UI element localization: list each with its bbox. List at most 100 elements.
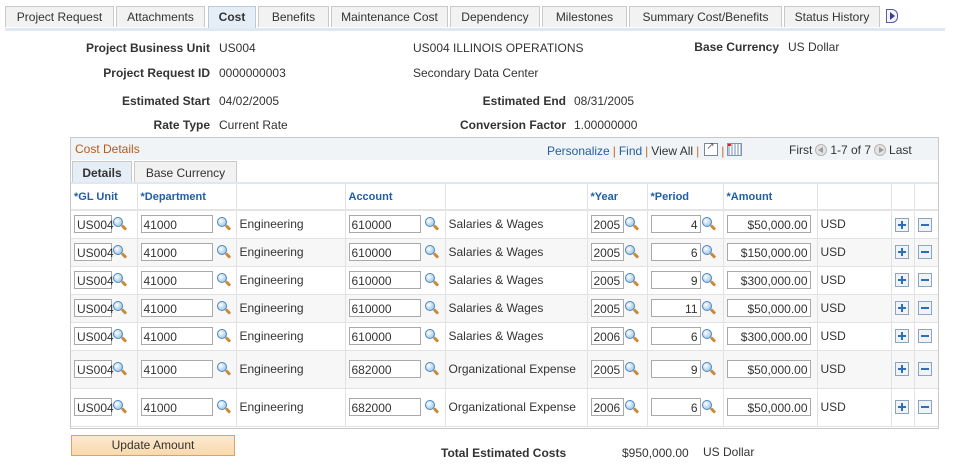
department-lookup-icon[interactable]	[216, 301, 231, 315]
gl-unit-lookup-icon[interactable]	[113, 217, 127, 231]
department-input[interactable]: 41000	[140, 299, 213, 317]
year-input[interactable]: 2005	[590, 299, 624, 317]
tab-benefits[interactable]: Benefits	[258, 6, 329, 27]
gl-unit-input[interactable]: US004	[74, 271, 114, 289]
download-spreadsheet-icon[interactable]	[727, 143, 743, 156]
account-input[interactable]: 682000	[348, 398, 421, 416]
new-window-icon[interactable]	[704, 141, 719, 156]
account-input[interactable]: 682000	[348, 360, 421, 378]
period-lookup-icon[interactable]	[701, 329, 716, 343]
tab-summary-cost-benefits[interactable]: Summary Cost/Benefits	[629, 6, 782, 27]
department-input[interactable]: 41000	[140, 360, 213, 378]
add-row-icon[interactable]	[894, 362, 909, 377]
period-input[interactable]: 6	[650, 243, 701, 261]
col-department[interactable]: *Department	[137, 184, 237, 211]
gl-unit-lookup-icon[interactable]	[113, 400, 127, 414]
year-input[interactable]: 2006	[590, 327, 624, 345]
amount-input[interactable]: $150,000.00	[726, 243, 811, 261]
gl-unit-input[interactable]: US004	[74, 215, 114, 234]
account-input[interactable]: 610000	[348, 215, 421, 234]
year-lookup-icon[interactable]	[624, 217, 639, 231]
account-lookup-icon[interactable]	[424, 301, 439, 315]
amount-input[interactable]: $300,000.00	[726, 327, 811, 345]
account-lookup-icon[interactable]	[424, 400, 439, 414]
next-tabs-arrow-icon[interactable]	[886, 9, 898, 23]
year-input[interactable]: 2006	[590, 398, 624, 416]
account-lookup-icon[interactable]	[424, 273, 439, 287]
year-input[interactable]: 2005	[590, 243, 624, 261]
delete-row-icon[interactable]	[917, 329, 932, 344]
subtab-details[interactable]: Details	[72, 161, 132, 183]
gl-unit-lookup-icon[interactable]	[113, 273, 127, 287]
period-input[interactable]: 11	[650, 299, 701, 317]
amount-input[interactable]: $50,000.00	[726, 398, 811, 416]
add-row-icon[interactable]	[894, 273, 909, 288]
account-lookup-icon[interactable]	[424, 329, 439, 343]
add-row-icon[interactable]	[894, 400, 909, 415]
previous-arrow-icon[interactable]	[815, 144, 828, 156]
department-lookup-icon[interactable]	[216, 217, 231, 231]
account-input[interactable]: 610000	[348, 299, 421, 317]
account-lookup-icon[interactable]	[424, 217, 439, 231]
amount-input[interactable]: $50,000.00	[726, 360, 811, 378]
delete-row-icon[interactable]	[917, 245, 932, 260]
gl-unit-lookup-icon[interactable]	[113, 362, 127, 376]
account-input[interactable]: 610000	[348, 243, 421, 261]
col-year[interactable]: *Year	[587, 184, 648, 211]
gl-unit-lookup-icon[interactable]	[113, 301, 127, 315]
col-amount[interactable]: *Amount	[723, 184, 818, 211]
subtab-base-currency[interactable]: Base Currency	[134, 161, 237, 183]
gl-unit-lookup-icon[interactable]	[113, 245, 127, 259]
period-lookup-icon[interactable]	[701, 273, 716, 287]
update-amount-button[interactable]: Update Amount	[71, 435, 235, 456]
year-input[interactable]: 2005	[590, 360, 624, 378]
period-lookup-icon[interactable]	[701, 245, 716, 259]
year-lookup-icon[interactable]	[624, 273, 639, 287]
period-input[interactable]: 9	[650, 360, 701, 378]
delete-row-icon[interactable]	[917, 217, 932, 232]
account-lookup-icon[interactable]	[424, 362, 439, 376]
account-lookup-icon[interactable]	[424, 245, 439, 259]
col-account[interactable]: Account	[345, 184, 446, 211]
col-period[interactable]: *Period	[647, 184, 724, 211]
tab-dependency[interactable]: Dependency	[450, 6, 540, 27]
department-lookup-icon[interactable]	[216, 362, 231, 376]
department-lookup-icon[interactable]	[216, 400, 231, 414]
personalize-link[interactable]: Personalize	[547, 144, 610, 158]
tab-cost[interactable]: Cost	[208, 6, 256, 29]
gl-unit-input[interactable]: US004	[74, 327, 114, 345]
department-input[interactable]: 41000	[140, 215, 213, 234]
gl-unit-input[interactable]: US004	[74, 360, 114, 378]
tab-status-history[interactable]: Status History	[784, 6, 880, 27]
gl-unit-input[interactable]: US004	[74, 243, 114, 261]
department-lookup-icon[interactable]	[216, 329, 231, 343]
gl-unit-lookup-icon[interactable]	[113, 329, 127, 343]
add-row-icon[interactable]	[894, 217, 909, 232]
delete-row-icon[interactable]	[917, 400, 932, 415]
add-row-icon[interactable]	[894, 301, 909, 316]
amount-input[interactable]: $50,000.00	[726, 215, 811, 234]
amount-input[interactable]: $300,000.00	[726, 271, 811, 289]
department-input[interactable]: 41000	[140, 243, 213, 261]
account-input[interactable]: 610000	[348, 271, 421, 289]
add-row-icon[interactable]	[894, 329, 909, 344]
col-gl-unit[interactable]: *GL Unit	[71, 184, 138, 211]
year-lookup-icon[interactable]	[624, 329, 639, 343]
tab-milestones[interactable]: Milestones	[542, 6, 627, 27]
period-input[interactable]: 6	[650, 327, 701, 345]
period-lookup-icon[interactable]	[701, 301, 716, 315]
period-input[interactable]: 9	[650, 271, 701, 289]
period-input[interactable]: 4	[650, 215, 701, 234]
tab-attachments[interactable]: Attachments	[116, 6, 205, 27]
amount-input[interactable]: $50,000.00	[726, 299, 811, 317]
year-lookup-icon[interactable]	[624, 245, 639, 259]
year-lookup-icon[interactable]	[624, 301, 639, 315]
department-input[interactable]: 41000	[140, 398, 213, 416]
year-input[interactable]: 2005	[590, 215, 624, 234]
delete-row-icon[interactable]	[917, 301, 932, 316]
year-input[interactable]: 2005	[590, 271, 624, 289]
delete-row-icon[interactable]	[917, 273, 932, 288]
department-lookup-icon[interactable]	[216, 273, 231, 287]
find-link[interactable]: Find	[618, 144, 643, 158]
add-row-icon[interactable]	[894, 245, 909, 260]
